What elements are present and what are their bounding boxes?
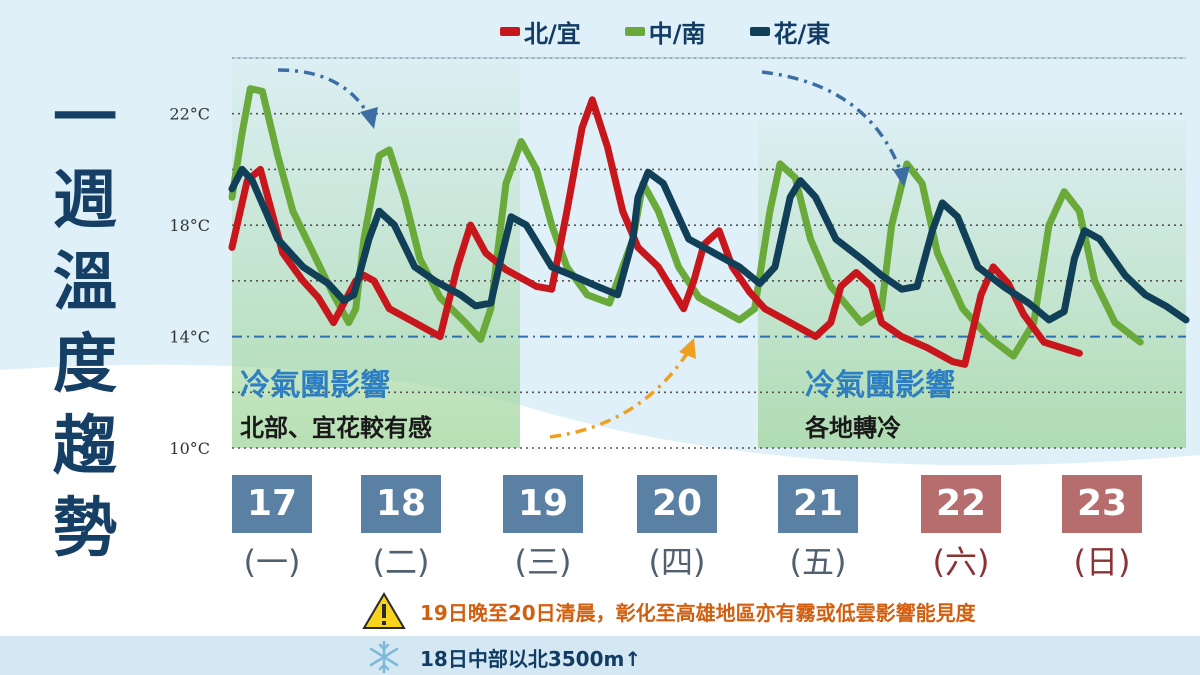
day-weekday: (五) [789, 543, 847, 581]
y-tick-label: 14°C [169, 328, 210, 347]
title-char: 一 [53, 82, 117, 156]
day-label: 22 (六) [921, 475, 1001, 583]
series-line [228, 96, 1083, 368]
title-char: 趨 [53, 410, 117, 484]
y-axis: 10°C 14°C 18°C 22°C [169, 105, 210, 458]
legend-item: 北/宜 [500, 14, 581, 49]
cold-air-title: 冷氣團影響 [805, 368, 955, 403]
orange-arrowhead [679, 338, 696, 359]
day-weekday: (日) [1073, 543, 1131, 581]
series-line [228, 165, 1190, 324]
title-char: 度 [53, 328, 117, 402]
legend-swatch [500, 27, 520, 36]
cold-air-subtitle: 北部、宜花較有感 [240, 414, 432, 442]
blue-dash-arrow [761, 70, 904, 176]
day-weekday: (六) [932, 543, 990, 581]
snow-note-text: 18日中部以北3500m↑ [420, 646, 642, 671]
cold-air-subtitle: 各地轉冷 [805, 414, 901, 442]
day-label: 18 (二) [361, 475, 441, 583]
legend-item: 花/東 [749, 14, 831, 49]
legend-swatch [624, 27, 645, 36]
legend: 北/宜 中/南 花/東 [500, 14, 830, 49]
day-label: 20 (四) [637, 475, 717, 583]
orange-dash-arrow [549, 351, 690, 439]
day-number: 17 [232, 475, 312, 533]
day-label: 21 (五) [778, 475, 858, 583]
day-weekday: (一) [243, 543, 301, 581]
legend-label: 花/東 [773, 20, 831, 48]
snowflake-icon [369, 640, 399, 674]
legend-label: 北/宜 [524, 20, 581, 48]
blue-arrowhead [893, 166, 910, 187]
day-label: 19 (三) [503, 475, 583, 583]
cold-air-label: 冷氣團影響 各地轉冷 [805, 360, 955, 443]
day-number: 21 [778, 475, 858, 533]
y-tick-label: 10°C [169, 439, 210, 458]
grid-lines [232, 57, 1186, 449]
y-tick-label: 22°C [169, 105, 210, 124]
day-weekday: (三) [514, 543, 572, 581]
cold-air-title: 冷氣團影響 [240, 368, 390, 403]
legend-item: 中/南 [624, 14, 706, 49]
day-label: 17 (一) [232, 475, 312, 583]
fog-note: 19日晚至20日清晨，彰化至高雄地區亦有霧或低雲影響能見度 [362, 592, 976, 630]
snow-note: 18日中部以北3500m↑ [362, 640, 641, 674]
day-number: 19 [503, 475, 583, 533]
day-number: 22 [921, 475, 1001, 533]
vertical-title: 一 週 溫 度 趨 勢 [40, 78, 130, 570]
day-weekday: (二) [372, 543, 430, 581]
legend-swatch [749, 27, 770, 36]
y-tick-label: 18°C [169, 216, 210, 235]
series-group [228, 85, 1190, 368]
day-number: 18 [361, 475, 441, 533]
day-number: 23 [1062, 475, 1142, 533]
legend-label: 中/南 [648, 20, 706, 48]
day-weekday: (四) [648, 543, 706, 581]
blue-arrowhead [360, 107, 378, 129]
title-char: 週 [53, 164, 117, 238]
cold-air-label: 冷氣團影響 北部、宜花較有感 [240, 360, 432, 443]
title-char: 勢 [53, 492, 117, 566]
title-char: 溫 [53, 246, 117, 320]
warning-triangle-icon [362, 592, 406, 629]
day-label: 23 (日) [1062, 475, 1142, 583]
blue-dash-arrow [277, 68, 372, 119]
fog-note-text: 19日晚至20日清晨，彰化至高雄地區亦有霧或低雲影響能見度 [420, 600, 976, 625]
day-number: 20 [637, 475, 717, 533]
